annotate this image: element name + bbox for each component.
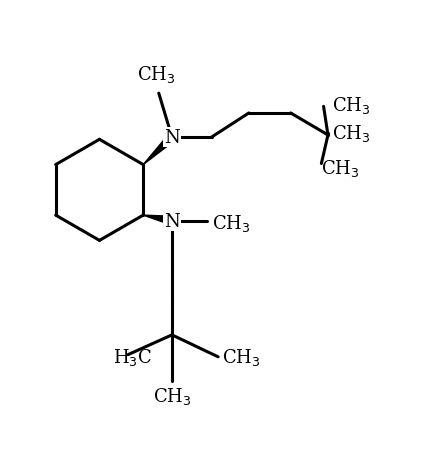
Text: CH$_3$: CH$_3$ [332,123,371,144]
Text: CH$_3$: CH$_3$ [321,158,360,179]
Text: CH$_3$: CH$_3$ [222,346,261,368]
Polygon shape [143,216,173,226]
Text: CH$_3$: CH$_3$ [153,386,191,406]
Text: N: N [164,212,180,230]
Text: CH$_3$: CH$_3$ [138,64,176,85]
Text: N: N [164,129,180,147]
Text: CH$_3$: CH$_3$ [332,94,371,115]
Text: CH$_3$: CH$_3$ [211,213,250,234]
Polygon shape [143,135,175,165]
Text: H$_3$C: H$_3$C [113,346,152,368]
